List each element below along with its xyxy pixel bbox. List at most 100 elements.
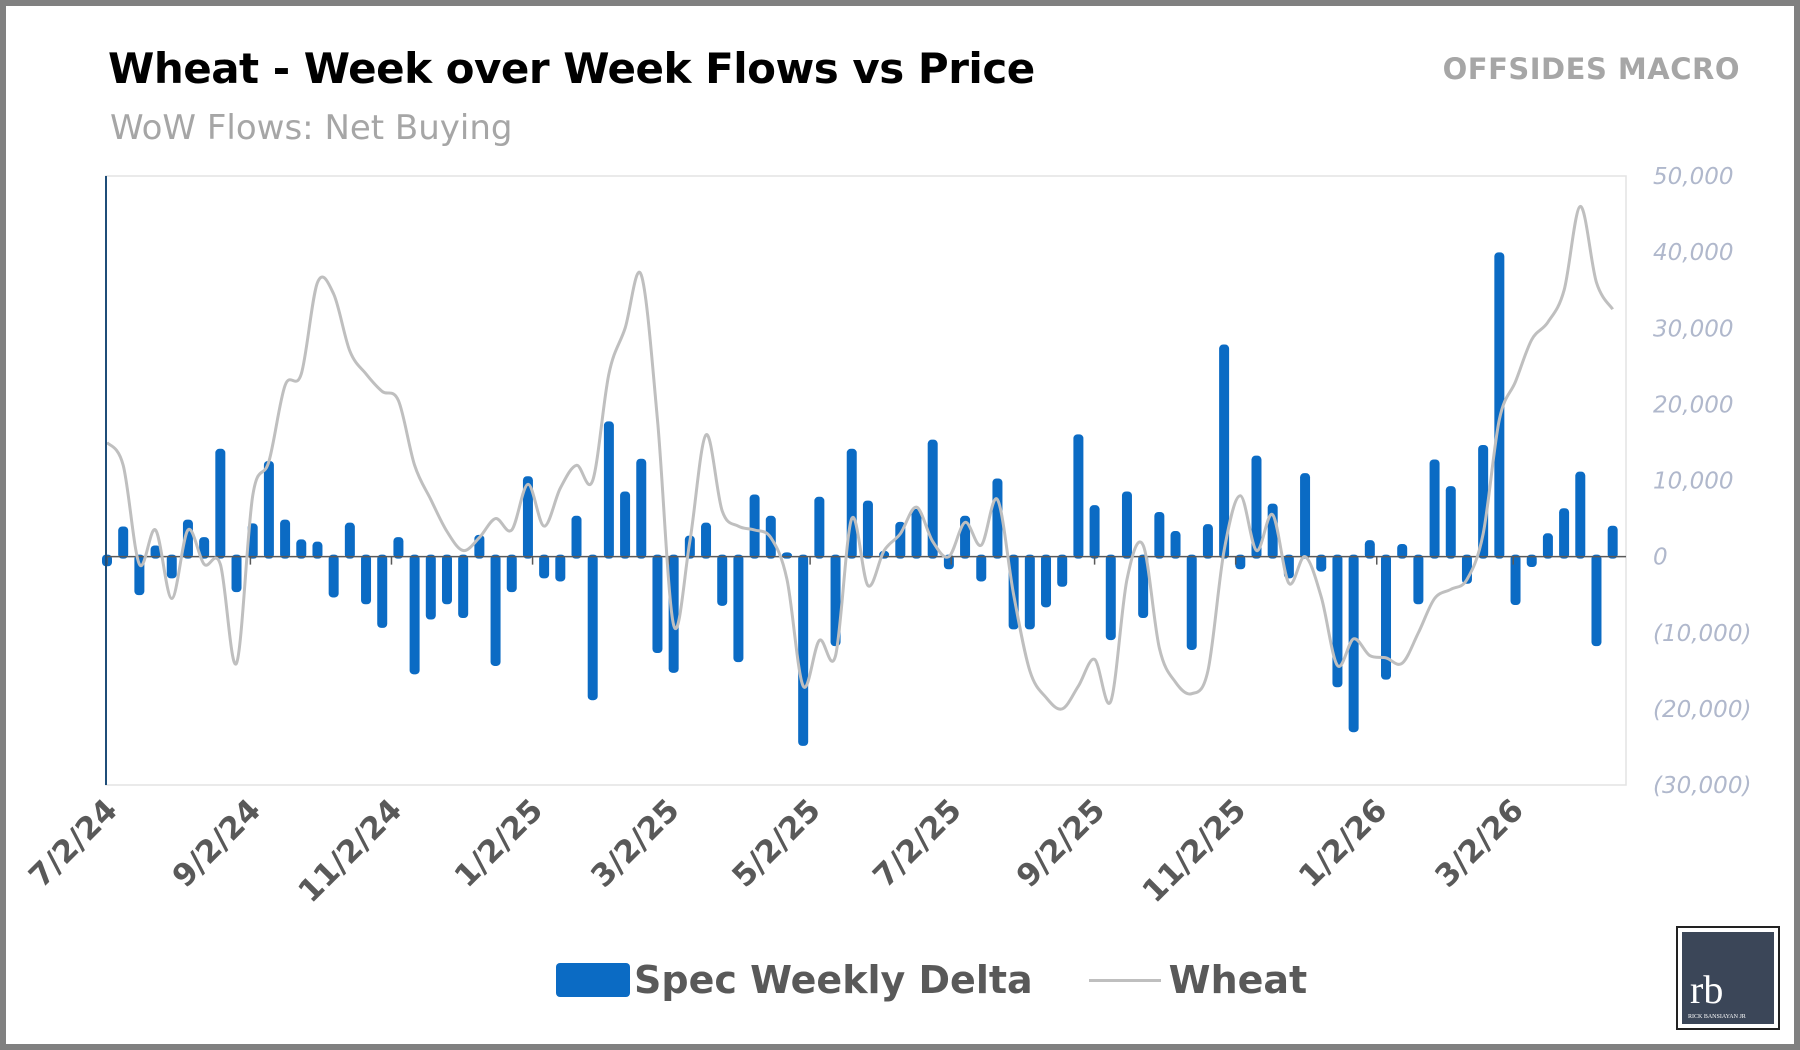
bar xyxy=(280,519,291,559)
bar xyxy=(377,554,388,628)
bar xyxy=(215,448,226,559)
bar xyxy=(620,491,631,559)
y-tick-label: 50,000 xyxy=(1653,164,1733,190)
bar xyxy=(1526,554,1537,567)
logo-monogram: rb xyxy=(1690,967,1724,1012)
y-tick-label: 0 xyxy=(1653,545,1668,571)
bar xyxy=(409,554,420,675)
legend: Spec Weekly Delta Wheat xyxy=(556,958,1307,1002)
y-tick-label: (10,000) xyxy=(1653,621,1751,647)
y-tick-label: 10,000 xyxy=(1653,469,1733,495)
logo-box: rb RICK BANSIAYAN JR xyxy=(1682,932,1774,1024)
chart-title: Wheat - Week over Week Flows vs Price xyxy=(108,44,1035,93)
bar xyxy=(231,554,242,593)
bar xyxy=(1154,511,1165,559)
bar xyxy=(1494,252,1505,559)
bar xyxy=(1478,445,1489,559)
x-tick-label: 11/2/25 xyxy=(1136,792,1254,910)
x-tick-label: 1/2/25 xyxy=(448,792,550,894)
bar xyxy=(1445,486,1456,559)
bar xyxy=(150,545,161,559)
bar xyxy=(976,554,987,582)
y-tick-label: 40,000 xyxy=(1653,240,1733,266)
bar xyxy=(506,554,517,593)
bar xyxy=(1559,508,1570,559)
bar xyxy=(166,554,177,579)
bar xyxy=(1202,524,1213,559)
plot-area xyxy=(105,175,1627,786)
bar xyxy=(652,554,663,654)
x-tick-label: 9/2/24 xyxy=(166,792,268,894)
bar xyxy=(1542,533,1553,559)
bar xyxy=(603,421,614,559)
bar xyxy=(701,522,712,559)
bar xyxy=(798,554,809,746)
bar xyxy=(1186,554,1197,650)
bar xyxy=(1364,540,1375,559)
x-tick-label: 9/2/25 xyxy=(1010,792,1112,894)
bar xyxy=(1348,554,1359,733)
bar xyxy=(1073,434,1084,559)
bar xyxy=(749,494,760,559)
bar xyxy=(1235,554,1246,570)
bar xyxy=(1607,525,1618,559)
bar xyxy=(1300,473,1311,559)
x-tick-label: 3/2/25 xyxy=(584,792,686,894)
x-tick-label: 5/2/25 xyxy=(725,792,827,894)
bar xyxy=(830,554,841,647)
bar xyxy=(814,496,825,559)
legend-label-bars: Spec Weekly Delta xyxy=(634,958,1033,1002)
legend-bar-swatch xyxy=(556,963,630,997)
y-tick-label: (30,000) xyxy=(1653,773,1751,799)
legend-label-line: Wheat xyxy=(1168,958,1308,1002)
bar xyxy=(911,508,922,559)
bar xyxy=(1041,554,1052,608)
bar xyxy=(1219,344,1230,559)
bar xyxy=(199,537,210,559)
bar xyxy=(587,554,598,701)
bar xyxy=(296,539,307,559)
bar xyxy=(1591,554,1602,647)
wheat-line xyxy=(105,204,1614,711)
bar xyxy=(522,476,533,559)
bar xyxy=(1138,554,1149,619)
bar xyxy=(1024,554,1035,630)
bar xyxy=(1381,554,1392,680)
x-tick-label: 1/2/26 xyxy=(1292,792,1394,894)
bar xyxy=(118,526,129,559)
bar xyxy=(1397,543,1408,559)
bar xyxy=(312,541,323,559)
bar xyxy=(1575,471,1586,559)
bar xyxy=(862,500,873,559)
bar xyxy=(1316,554,1327,572)
y-tick-label: 30,000 xyxy=(1653,316,1733,342)
x-tick-label: 11/2/24 xyxy=(291,792,409,910)
bar xyxy=(1089,505,1100,559)
legend-line-swatch xyxy=(1088,978,1161,982)
bar xyxy=(1121,491,1132,559)
x-tick-label: 7/2/25 xyxy=(866,792,968,894)
chart-subtitle: WoW Flows: Net Buying xyxy=(110,108,513,148)
bar xyxy=(1170,531,1181,559)
x-tick-label: 7/2/24 xyxy=(22,792,124,894)
bar xyxy=(361,554,372,605)
bar xyxy=(1429,459,1440,559)
bar xyxy=(458,554,469,619)
y-tick-label: 20,000 xyxy=(1653,392,1733,418)
bar xyxy=(393,537,404,559)
bar xyxy=(441,554,452,605)
bar xyxy=(263,460,274,559)
bar xyxy=(344,522,355,559)
bar xyxy=(733,554,744,663)
bar xyxy=(539,554,550,579)
brand-label: OFFSIDES MACRO xyxy=(1442,52,1740,86)
bar xyxy=(1105,554,1116,641)
bar xyxy=(555,554,566,582)
bar xyxy=(668,554,679,673)
logo-name: RICK BANSIAYAN JR xyxy=(1688,1014,1746,1020)
bar xyxy=(927,439,938,559)
bar xyxy=(1251,455,1262,559)
bar xyxy=(425,554,436,620)
bar xyxy=(490,554,501,666)
